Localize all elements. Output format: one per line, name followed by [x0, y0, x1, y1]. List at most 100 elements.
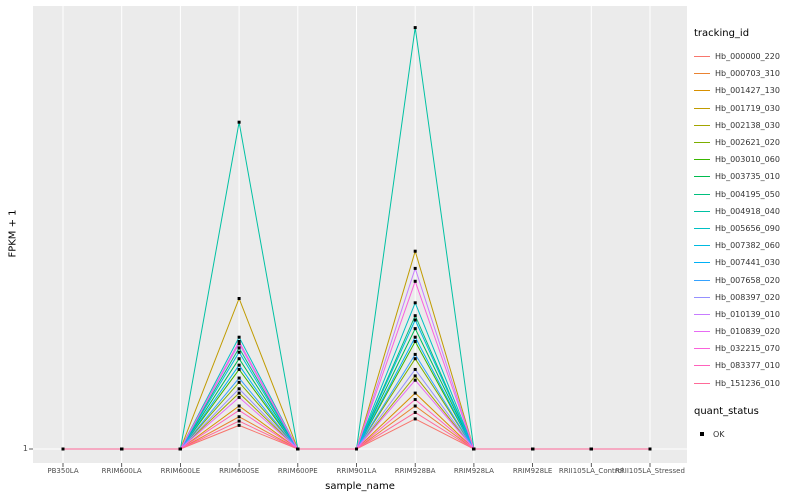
x-tick-label: RRIM928LE: [512, 467, 553, 475]
y-axis-title: FPKM + 1: [7, 209, 19, 258]
data-point: [237, 297, 241, 300]
x-tick-label: RRIM600LE: [160, 467, 201, 475]
data-point: [237, 340, 241, 343]
legend-key-line-icon: [694, 73, 710, 75]
legend-quant-item: OK: [694, 426, 798, 443]
x-tick-label: RRIM928LA: [453, 467, 494, 475]
legend-key-line-icon: [694, 90, 710, 92]
legend-item-label: Hb_003010_060: [715, 155, 780, 165]
legend-item: Hb_000000_220: [694, 48, 798, 65]
data-point: [237, 391, 241, 395]
data-point: [413, 340, 417, 343]
data-point: [355, 447, 358, 451]
data-point: [648, 447, 652, 451]
legend-key-line-icon: [694, 331, 710, 333]
legend-item-label: Hb_005656_090: [715, 223, 780, 233]
legend-item: Hb_010839_020: [694, 323, 798, 340]
x-tick-label: RRIM928BA: [394, 467, 436, 475]
legend-key-line-icon: [694, 124, 710, 126]
data-point: [237, 395, 241, 399]
data-point: [237, 415, 241, 419]
legend-item: Hb_007382_060: [694, 237, 798, 254]
data-point: [413, 249, 417, 253]
data-point: [237, 342, 241, 346]
x-tick-label: RRII105LA_Control: [558, 467, 624, 475]
legend-item: Hb_003735_010: [694, 168, 798, 185]
data-point: [413, 378, 417, 382]
data-point: [120, 447, 124, 451]
data-point: [472, 447, 476, 451]
legend-quant-label: OK: [713, 429, 725, 439]
legend-key-line-icon: [694, 227, 710, 229]
legend-item: Hb_008397_020: [694, 289, 798, 306]
data-point: [413, 374, 417, 378]
axis-ticks: [29, 448, 651, 467]
legend-quant-items: OK: [694, 426, 798, 443]
data-point: [237, 120, 241, 124]
legend-key-line-icon: [694, 365, 710, 367]
legend-key-line-icon: [694, 348, 710, 350]
data-point: [237, 423, 241, 427]
data-point: [237, 387, 241, 391]
data-point: [413, 279, 417, 283]
x-tick-label: PB350LA: [47, 467, 79, 475]
legend-item-label: Hb_002138_030: [715, 120, 780, 130]
legend-item-label: Hb_004195_050: [715, 189, 780, 199]
x-tick-labels: PB350LA RRIM600LA RRIM600LE RRIM600SE RRIM60…: [0, 467, 800, 479]
plot-panel: [33, 6, 687, 463]
legend-title-quant-status: quant_status: [694, 405, 759, 417]
legend-item-label: Hb_010839_020: [715, 327, 780, 337]
legend-item: Hb_083377_010: [694, 357, 798, 374]
data-point: [413, 398, 417, 402]
data-point: [178, 447, 182, 451]
legend-key-line-icon: [694, 210, 710, 212]
legend-item: Hb_151236_010: [694, 375, 798, 392]
data-point: [237, 419, 241, 423]
x-tick-label: RRII105LA_Stressed: [615, 467, 685, 475]
data-point: [413, 266, 417, 270]
data-point: [413, 367, 417, 371]
legend-key-line-icon: [694, 176, 710, 178]
data-point: [413, 417, 417, 421]
legend-key-line-icon: [694, 262, 710, 264]
legend-key-line-icon: [694, 193, 710, 195]
data-point: [413, 410, 417, 414]
legend-item-label: Hb_151236_010: [715, 378, 780, 388]
x-tick-label: RRIM600PE: [277, 467, 318, 475]
legend-item-label: Hb_007658_020: [715, 275, 780, 285]
legend-item-label: Hb_010139_010: [715, 309, 780, 319]
data-point: [413, 352, 417, 356]
x-axis-title: sample_name: [325, 481, 395, 492]
legend-key-line-icon: [694, 279, 710, 281]
legend-key-line-icon: [694, 296, 710, 298]
legend-key-line-icon: [694, 313, 710, 315]
data-points: [61, 26, 652, 451]
legend-item: Hb_005656_090: [694, 220, 798, 237]
legend-key-square-icon: [700, 432, 704, 437]
legend-key-line-icon: [694, 142, 710, 144]
x-tick-label: RRIM600LA: [101, 467, 142, 475]
data-point: [237, 335, 241, 339]
legend-item-label: Hb_007382_060: [715, 241, 780, 251]
legend-item: Hb_001719_030: [694, 100, 798, 117]
legend-item-label: Hb_001427_130: [715, 86, 780, 96]
data-point: [296, 447, 300, 451]
legend-item-label: Hb_032215_070: [715, 344, 780, 354]
legend-item: Hb_003010_060: [694, 151, 798, 168]
legend-item: Hb_004195_050: [694, 186, 798, 203]
data-point: [237, 357, 241, 361]
legend-item: Hb_004918_040: [694, 203, 798, 220]
data-point: [413, 357, 417, 361]
data-point: [413, 26, 417, 30]
data-point: [531, 447, 535, 451]
data-point: [237, 408, 241, 412]
legend-item: Hb_010139_010: [694, 306, 798, 323]
data-point: [413, 314, 417, 318]
legend-item: Hb_007658_020: [694, 271, 798, 288]
data-point: [413, 318, 417, 322]
legend: tracking_id Hb_000000_220 Hb_000703_310 Hb…: [694, 28, 798, 443]
legend-key-line-icon: [694, 56, 710, 58]
data-point: [413, 335, 417, 339]
legend-key-line-icon: [694, 107, 710, 109]
